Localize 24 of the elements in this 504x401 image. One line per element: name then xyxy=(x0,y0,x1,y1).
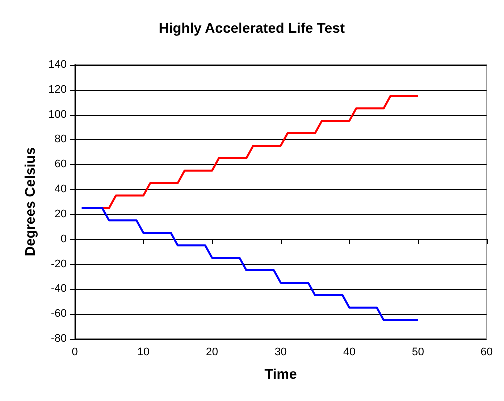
y-tick-label: -60 xyxy=(51,308,67,320)
y-tick-label: -40 xyxy=(51,283,67,296)
y-tick-label: 20 xyxy=(54,208,67,220)
x-tick-label: 10 xyxy=(138,346,150,358)
x-tick-label: 20 xyxy=(206,346,218,358)
x-tick-label: 30 xyxy=(274,346,288,358)
y-axis-title: Degrees Celsius xyxy=(22,147,38,256)
x-tick-label: 40 xyxy=(343,346,356,358)
y-tick-label: 120 xyxy=(48,84,67,96)
chart-title: Highly Accelerated Life Test xyxy=(159,20,346,36)
y-tick-label: 80 xyxy=(54,134,67,146)
y-tick-label: 0 xyxy=(60,233,67,246)
x-tick-label: 0 xyxy=(72,346,78,358)
y-tick-label: -20 xyxy=(51,258,67,270)
x-tick-label: 50 xyxy=(412,346,424,358)
y-tick-label: 140 xyxy=(48,59,67,71)
x-axis-title: Time xyxy=(264,366,298,382)
y-tick-label: 100 xyxy=(48,108,67,121)
y-tick-label: -80 xyxy=(51,333,67,345)
line-series xyxy=(101,95,420,210)
x-tick-label: 60 xyxy=(480,346,494,358)
y-tick-label: 60 xyxy=(54,158,67,171)
line-series xyxy=(80,207,420,322)
y-tick-label: 40 xyxy=(54,184,67,196)
